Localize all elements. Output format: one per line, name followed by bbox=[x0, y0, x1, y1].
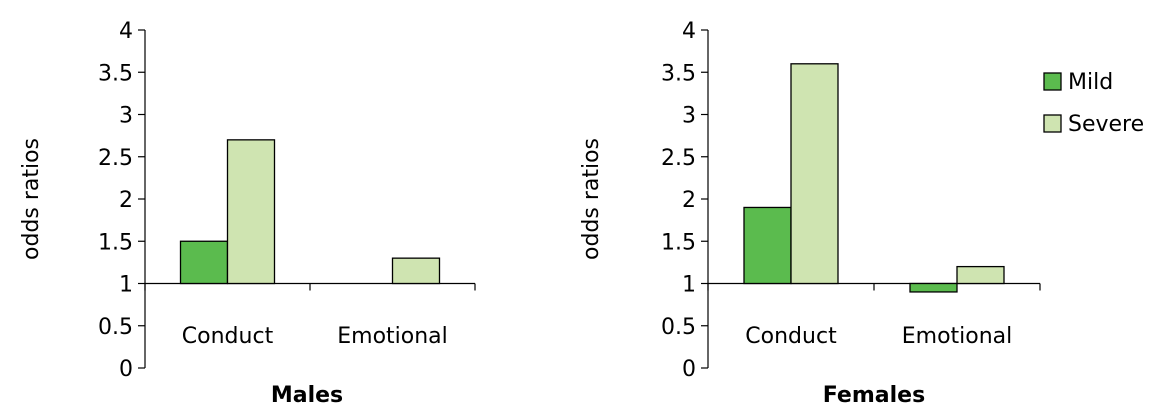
y-tick-label: 4 bbox=[682, 19, 696, 44]
y-axis-label: odds ratios bbox=[579, 138, 604, 260]
y-tick-label: 2.5 bbox=[661, 146, 696, 171]
y-tick-label: 0.5 bbox=[98, 315, 133, 340]
y-tick-label: 3 bbox=[119, 104, 133, 129]
legend-swatch-mild bbox=[1043, 72, 1062, 91]
bar-severe-emotional bbox=[956, 265, 1005, 285]
bar-severe-emotional bbox=[391, 257, 441, 285]
y-tick-label: 2.5 bbox=[98, 146, 133, 171]
legend-swatch-severe bbox=[1043, 114, 1062, 133]
bar-mild-conduct bbox=[743, 206, 792, 285]
category-label: Emotional bbox=[337, 324, 448, 349]
legend-label-mild: Mild bbox=[1068, 70, 1113, 95]
chart-title: Females bbox=[823, 383, 925, 408]
category-label: Conduct bbox=[182, 324, 274, 349]
bar-severe-conduct bbox=[226, 139, 276, 285]
y-tick-label: 1 bbox=[682, 273, 696, 298]
category-label: Emotional bbox=[902, 324, 1013, 349]
y-axis-label: odds ratios bbox=[19, 138, 44, 260]
y-tick-label: 3.5 bbox=[661, 61, 696, 86]
bar-severe-conduct bbox=[790, 63, 839, 285]
legend-label-severe: Severe bbox=[1068, 112, 1144, 137]
y-tick-label: 4 bbox=[119, 19, 133, 44]
bar-mild-conduct bbox=[179, 240, 229, 285]
y-tick-label: 3.5 bbox=[98, 61, 133, 86]
y-tick-label: 0.5 bbox=[661, 315, 696, 340]
males-chart: 0 0.5 1 1.5 2 2.5 3 3.5 4 Conduct Emotional odds ra… bbox=[19, 19, 476, 408]
y-tick-label: 1 bbox=[119, 273, 133, 298]
y-tick-label: 1.5 bbox=[661, 230, 696, 255]
legend: Mild Severe bbox=[1043, 70, 1144, 137]
females-chart: 0 0.5 1 1.5 2 2.5 3 3.5 4 Conduct Emotional odds ra… bbox=[579, 19, 1041, 408]
y-tick-label: 2 bbox=[119, 188, 133, 213]
y-tick-label: 0 bbox=[682, 357, 696, 382]
y-tick-label: 1.5 bbox=[98, 230, 133, 255]
bar-mild-emotional bbox=[909, 282, 958, 293]
y-tick-label: 2 bbox=[682, 188, 696, 213]
y-tick-label: 3 bbox=[682, 104, 696, 129]
y-tick-label: 0 bbox=[119, 357, 133, 382]
category-label: Conduct bbox=[745, 324, 837, 349]
chart-title: Males bbox=[271, 383, 343, 408]
